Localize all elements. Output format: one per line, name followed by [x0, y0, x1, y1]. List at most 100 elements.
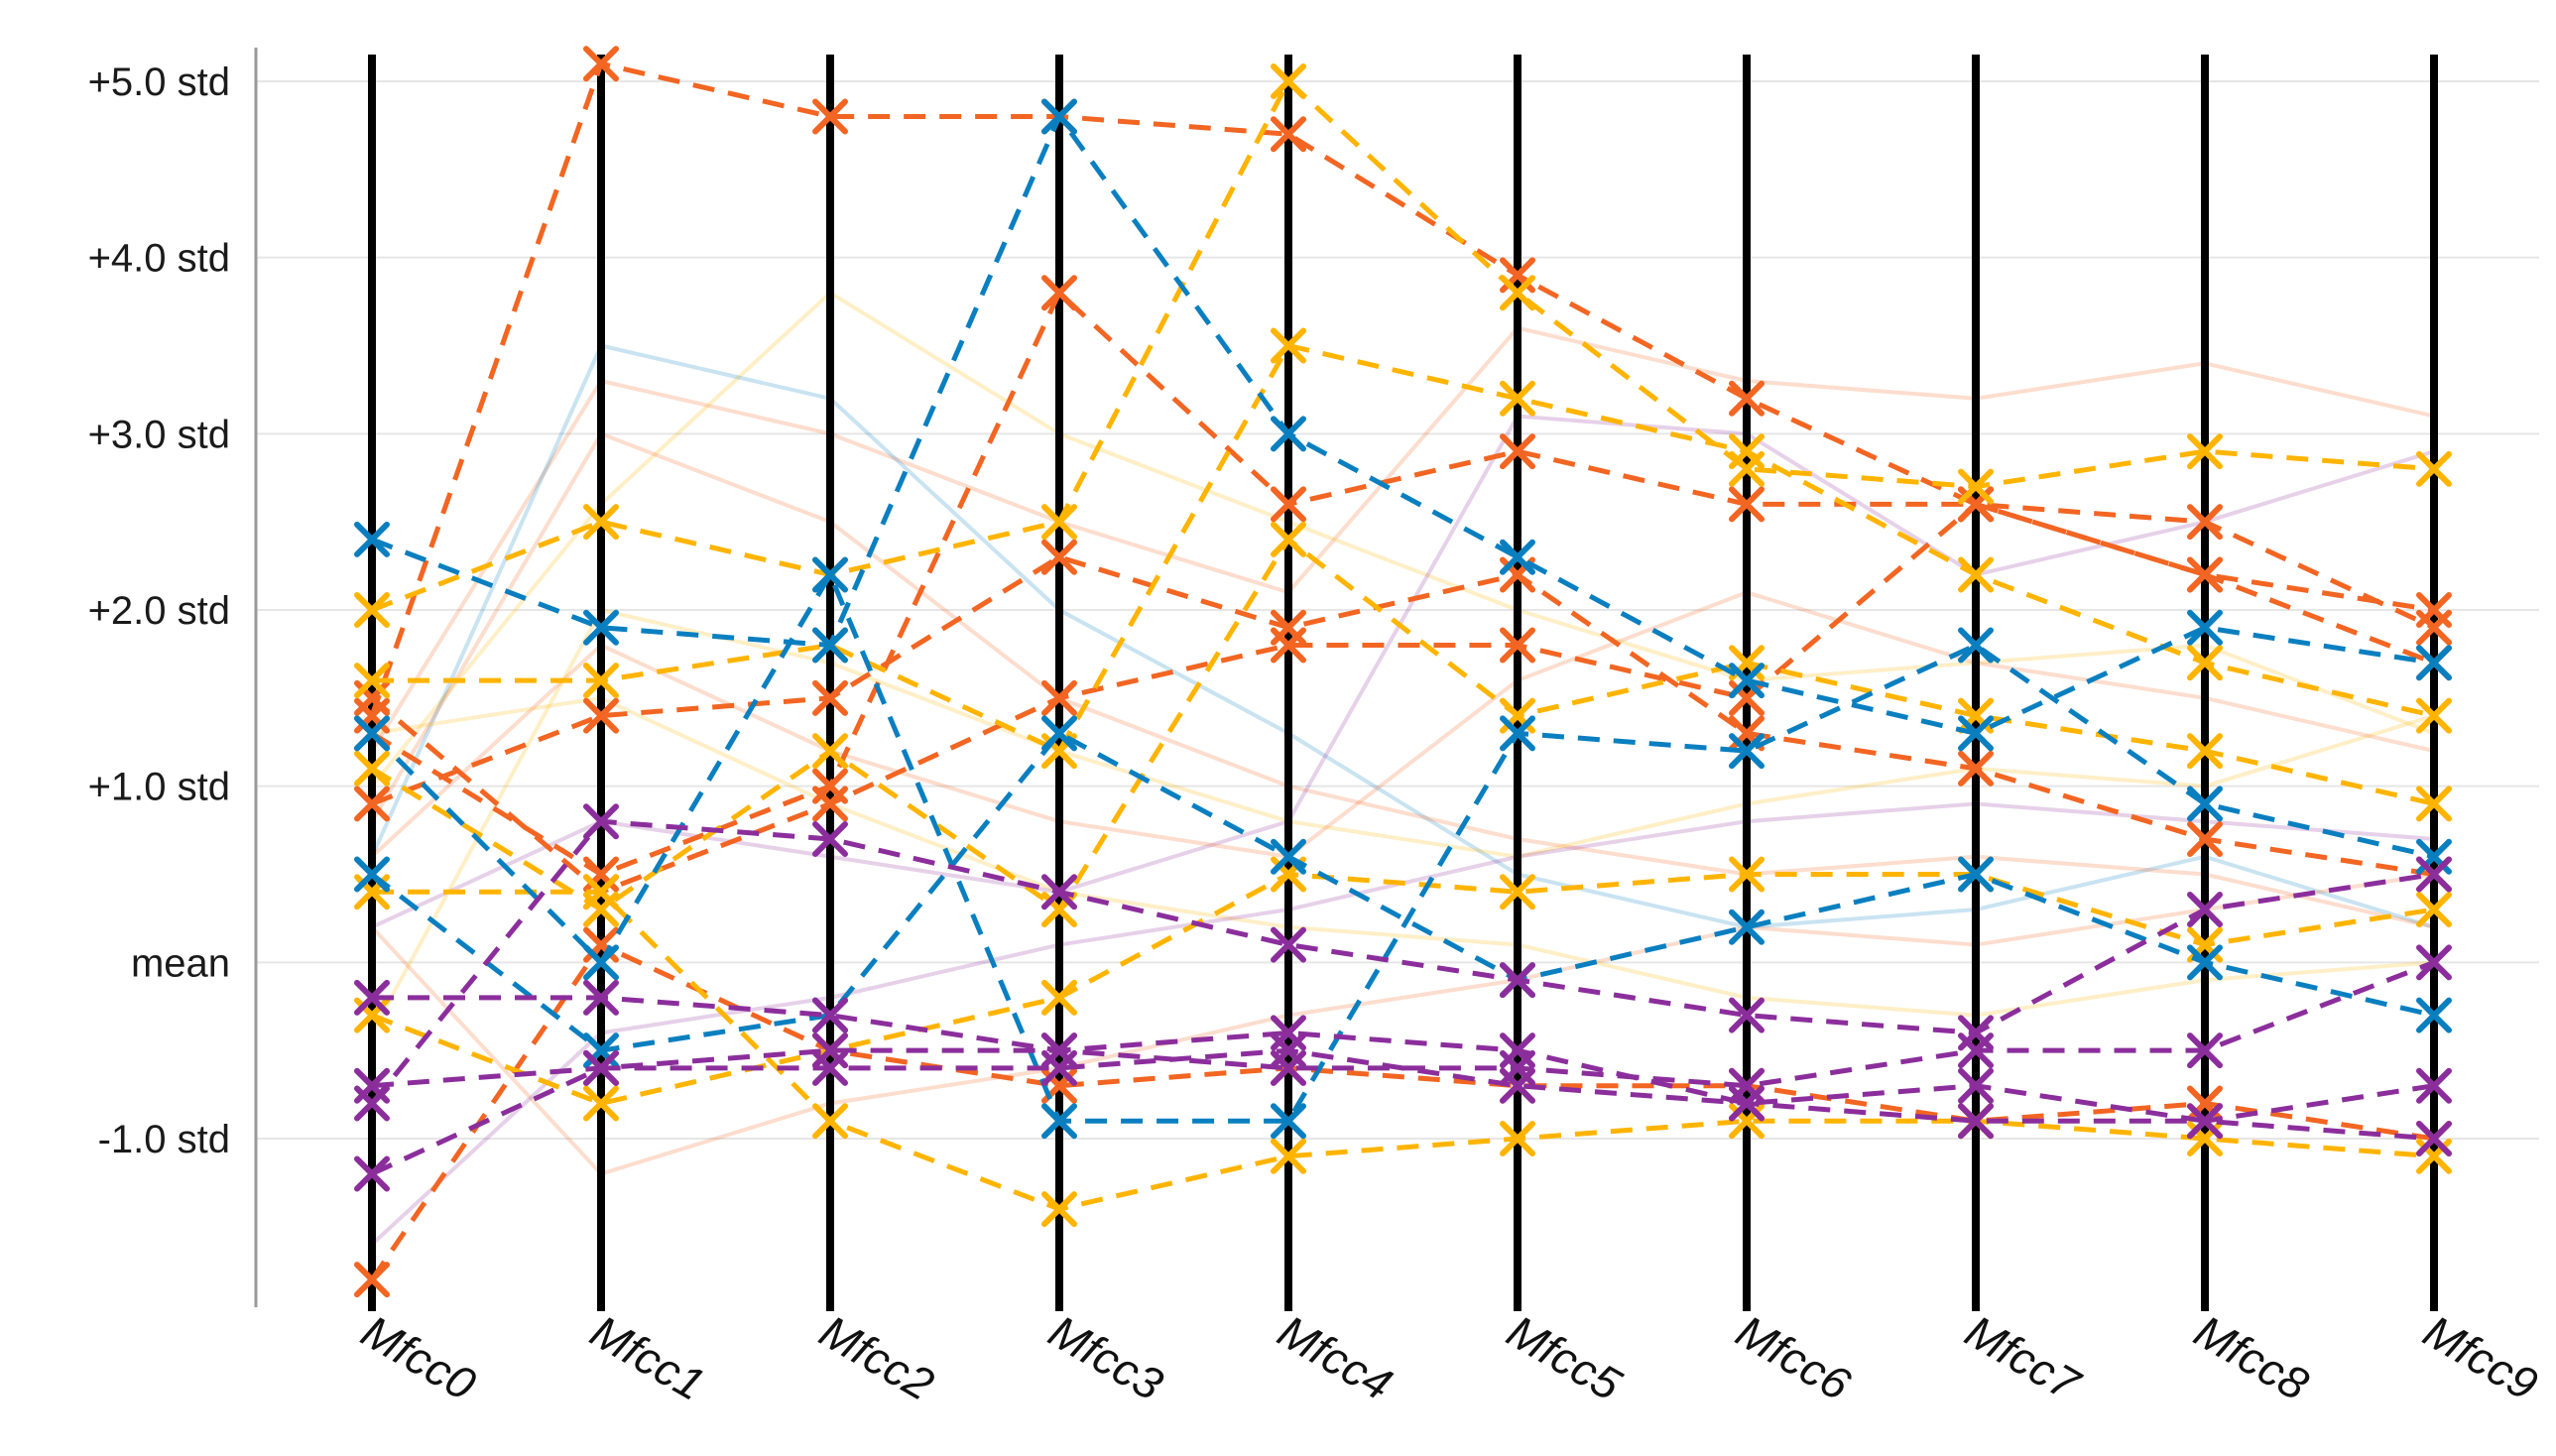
data-point-marker — [1500, 715, 1535, 752]
data-point-marker — [2416, 997, 2452, 1033]
y-tick-label-layer: +5.0 std +4.0 std +3.0 std +2.0 std +1.0 std… — [88, 61, 230, 1161]
data-point-marker — [812, 1032, 848, 1069]
data-point-marker — [1500, 1121, 1535, 1156]
series-line — [372, 889, 2435, 1212]
data-point-marker — [354, 1155, 390, 1192]
data-point-marker — [1041, 715, 1077, 752]
data-point-marker — [812, 786, 848, 822]
data-point-marker — [1729, 856, 1765, 893]
axis-label: Mfcc4 — [1270, 1305, 1400, 1410]
data-point-marker — [1271, 627, 1306, 664]
data-point-marker — [2187, 733, 2223, 770]
data-point-marker — [2187, 645, 2223, 681]
series-line — [371, 78, 2435, 613]
series-orange-1 — [354, 46, 2452, 734]
data-point-marker — [2187, 820, 2223, 857]
data-point-marker — [2187, 1032, 2223, 1069]
data-point-marker — [812, 627, 848, 664]
data-point-marker — [1271, 838, 1306, 875]
data-point-marker — [1729, 909, 1765, 945]
data-point-marker — [1271, 486, 1306, 523]
data-point-marker — [354, 715, 390, 752]
faded-series-layer — [370, 291, 2435, 1247]
data-point-marker — [1958, 1103, 1994, 1140]
series-line — [371, 872, 2435, 1106]
data-point-marker — [812, 98, 848, 135]
y-tick-label: mean — [131, 941, 230, 985]
data-point-marker — [1958, 468, 1994, 505]
data-point-marker — [2416, 592, 2452, 628]
data-point-marker — [1958, 856, 1994, 893]
data-point-marker — [354, 663, 390, 699]
data-point-marker — [1729, 433, 1765, 470]
y-tick-label: +4.0 std — [88, 237, 230, 281]
data-point-marker — [583, 697, 619, 734]
series-line — [371, 114, 2435, 736]
highlighted-series-layer — [354, 46, 2452, 1298]
axis-label: Mfcc7 — [1957, 1305, 2089, 1411]
data-point-marker — [583, 944, 619, 981]
data-point-marker — [1271, 1138, 1306, 1174]
series-blue-2 — [354, 556, 2452, 1140]
faded-series-line — [371, 695, 2435, 1018]
data-point-marker — [1041, 874, 1077, 910]
series-orange-5 — [354, 486, 2452, 910]
data-point-marker — [1729, 663, 1765, 699]
series-gold-1 — [354, 63, 2452, 628]
data-point-marker — [583, 609, 619, 646]
data-point-marker — [1271, 416, 1306, 452]
series-line — [369, 942, 2435, 1281]
data-point-marker — [1041, 1032, 1077, 1069]
data-point-marker — [1041, 1103, 1077, 1140]
axis-label: Mfcc6 — [1728, 1305, 1860, 1411]
data-point-marker — [583, 46, 619, 82]
axis-label: Mfcc2 — [811, 1305, 942, 1410]
data-point-marker — [1500, 380, 1535, 417]
series-line — [372, 343, 2435, 754]
axis-label: Mfcc0 — [353, 1305, 485, 1411]
faded-series-line — [370, 872, 2435, 1176]
series-line — [370, 730, 2435, 1053]
data-point-marker — [2416, 697, 2452, 734]
data-point-marker — [812, 1103, 848, 1140]
faded-series-line — [370, 343, 2435, 929]
data-point-marker — [2187, 609, 2223, 646]
series-line — [370, 1047, 2435, 1176]
data-point-marker — [1271, 116, 1306, 153]
faded-series-line — [370, 291, 2435, 788]
data-point-marker — [1041, 504, 1077, 541]
axis-label: Mfcc5 — [1499, 1305, 1631, 1411]
data-point-marker — [1958, 627, 1994, 664]
data-point-marker — [1958, 750, 1994, 787]
series-line — [369, 61, 2436, 717]
data-point-marker — [583, 979, 619, 1016]
data-point-marker — [2187, 892, 2223, 928]
axis-label-layer: Mfcc0 Mfcc1 Mfcc2 Mfcc3 Mfcc4 Mfcc5 Mfcc6 Mfcc7… — [353, 1305, 2546, 1411]
data-point-marker — [1500, 874, 1535, 910]
data-point-marker — [1271, 327, 1306, 364]
data-point-marker — [354, 979, 390, 1016]
data-point-marker — [2416, 856, 2452, 893]
data-point-marker — [583, 892, 619, 928]
data-point-marker — [1271, 63, 1306, 99]
data-point-marker — [1500, 275, 1535, 311]
data-point-marker — [812, 997, 848, 1033]
series-purple-4 — [354, 1015, 2452, 1156]
data-point-marker — [1041, 275, 1077, 311]
y-tick-label: -1.0 std — [98, 1118, 230, 1161]
faded-series-line — [371, 414, 2435, 929]
data-point-marker — [1729, 733, 1765, 770]
axis-label: Mfcc1 — [582, 1305, 713, 1410]
data-point-marker — [1500, 627, 1535, 664]
data-point-marker — [1958, 715, 1994, 752]
data-point-marker — [1271, 1015, 1306, 1051]
data-point-marker — [1729, 997, 1765, 1033]
data-point-marker — [2416, 786, 2452, 822]
data-point-marker — [812, 679, 848, 716]
data-point-marker — [2416, 1067, 2452, 1104]
series-line — [370, 501, 2435, 895]
data-point-marker — [354, 856, 390, 893]
faded-series-line — [370, 325, 2435, 753]
